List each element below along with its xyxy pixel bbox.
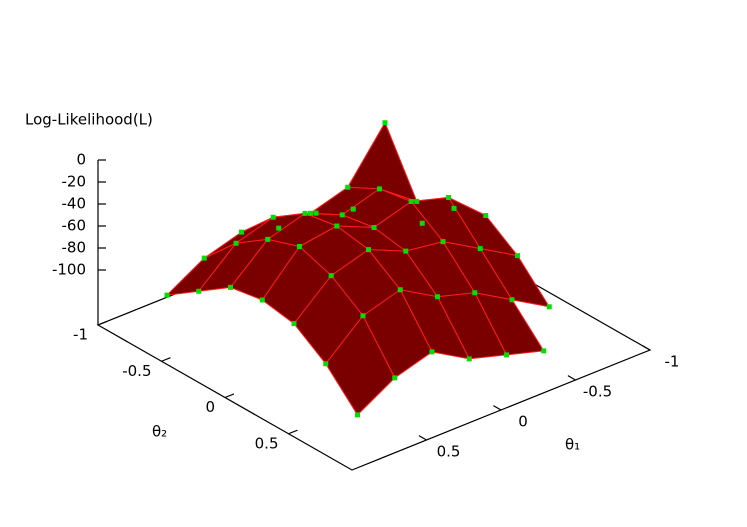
surface-point <box>297 244 302 249</box>
surface-point <box>328 273 334 279</box>
z-tick-label: -60 <box>62 217 87 235</box>
surface-point <box>392 375 398 381</box>
surface-point <box>377 186 382 192</box>
surface-point <box>451 205 457 211</box>
y-axis-label: θ₂ <box>152 423 167 441</box>
y-tick <box>288 429 298 435</box>
x-tick <box>567 375 576 381</box>
surface-point <box>334 223 340 229</box>
surface-point <box>265 236 271 242</box>
y-tick-label: 0.5 <box>255 434 279 452</box>
x-tick-label: 0 <box>518 413 528 431</box>
surface-point <box>397 287 403 293</box>
surface-point <box>164 292 170 298</box>
y-tick-label: -1 <box>73 326 88 344</box>
surface-point <box>440 239 446 245</box>
surface-point <box>403 248 409 254</box>
surface-point <box>201 255 207 261</box>
x-axis-label: θ₁ <box>565 436 580 454</box>
surface-point <box>302 210 308 216</box>
y-tick <box>161 357 171 362</box>
x-tick-label: -0.5 <box>583 383 612 401</box>
z-tick-label: -80 <box>62 239 87 257</box>
x-tick <box>493 405 502 411</box>
surface-point <box>313 210 319 216</box>
surface-point <box>419 220 425 226</box>
y-tick-label: -0.5 <box>122 362 151 380</box>
surface-point <box>360 313 366 319</box>
surface-point <box>472 290 478 296</box>
surface-point <box>477 246 483 252</box>
y-tick <box>97 320 108 326</box>
surface-point <box>466 356 472 362</box>
surface-point <box>435 294 440 300</box>
surface-point <box>196 288 202 294</box>
surface-point <box>355 412 360 418</box>
z-tick-label: -20 <box>62 173 87 191</box>
surface-point <box>366 247 371 253</box>
surface-point <box>291 321 297 327</box>
z-axis-label: Log-Likelihood(L) <box>25 111 153 129</box>
surface-point <box>259 297 265 303</box>
y-tick-label: 0 <box>205 398 215 416</box>
surface-point <box>276 225 282 231</box>
surface-point <box>515 253 520 259</box>
surface-point <box>483 213 489 218</box>
surface-point <box>239 229 244 235</box>
surface-point <box>371 225 377 230</box>
surface-point <box>414 198 420 204</box>
surface-point <box>382 120 388 126</box>
surface-point <box>270 214 276 220</box>
surface-point <box>345 184 351 190</box>
surface-point <box>504 352 509 358</box>
y-tick <box>224 393 235 399</box>
surface-point <box>509 297 515 303</box>
x-tick <box>418 435 427 441</box>
surface-point <box>429 349 435 355</box>
surface-point <box>408 199 414 204</box>
surface-point <box>446 195 451 200</box>
x-tick-label: -1 <box>665 353 680 371</box>
surface-point <box>339 212 345 218</box>
surface-point <box>350 206 356 212</box>
z-tick-label: -40 <box>62 195 87 213</box>
surface-point <box>541 348 547 354</box>
surface-point <box>233 240 239 246</box>
z-tick-label: -100 <box>52 261 86 279</box>
z-tick-label: 0 <box>76 151 86 169</box>
surface-point <box>308 210 313 216</box>
x-tick-label: 0.5 <box>437 443 461 461</box>
surface-point <box>546 304 552 310</box>
x-tick <box>642 345 651 351</box>
surface-point <box>228 284 233 290</box>
surface-point <box>323 361 329 367</box>
